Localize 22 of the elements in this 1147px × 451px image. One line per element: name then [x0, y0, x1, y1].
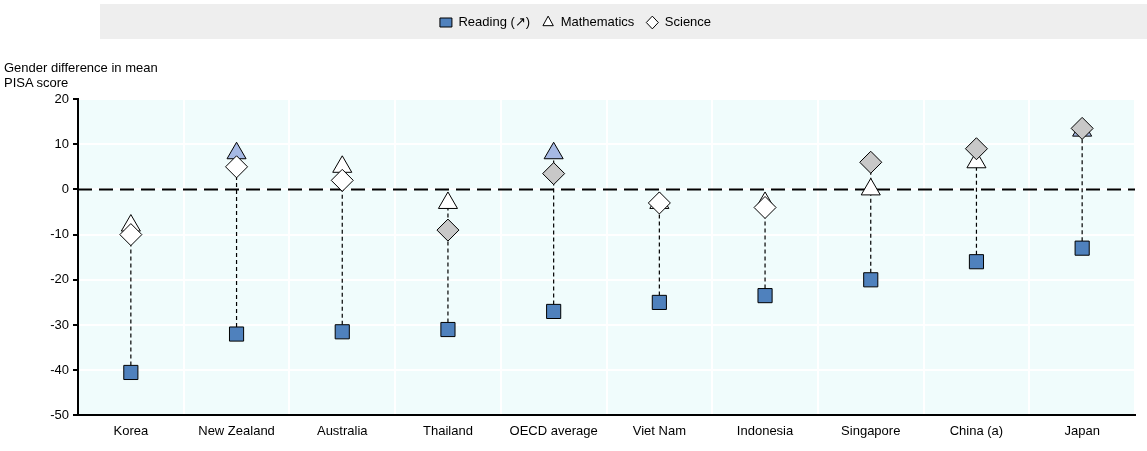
- y-tick-label: -30: [50, 316, 69, 332]
- x-tick-label: New Zealand: [198, 422, 275, 438]
- y-tick-label: 10: [54, 135, 69, 151]
- x-tick-label: Japan: [1064, 422, 1100, 438]
- y-tick-label: 20: [54, 90, 69, 106]
- legend-label: Reading (↗): [458, 14, 531, 30]
- y-axis-title: Gender difference in mean PISA score: [4, 60, 159, 90]
- x-tick-label: Indonesia: [736, 422, 794, 438]
- x-tick-label: Korea: [113, 422, 149, 438]
- y-tick-label: -10: [50, 226, 69, 242]
- y-tick-label: -40: [50, 361, 69, 377]
- y-tick-label: 0: [61, 180, 69, 196]
- y-tick-label: -20: [50, 271, 69, 287]
- y-tick-label: -50: [50, 406, 69, 422]
- x-tick-label: China (a): [949, 422, 1004, 438]
- x-tick-label: Thailand: [423, 422, 473, 438]
- x-tick-label: Singapore: [841, 422, 901, 438]
- x-tick-label: Viet Nam: [632, 422, 686, 438]
- x-tick-label: Australia: [316, 422, 369, 438]
- legend-label: Mathematics: [560, 14, 635, 30]
- x-tick-label: OECD average: [509, 422, 598, 438]
- legend-label: Science: [664, 14, 712, 30]
